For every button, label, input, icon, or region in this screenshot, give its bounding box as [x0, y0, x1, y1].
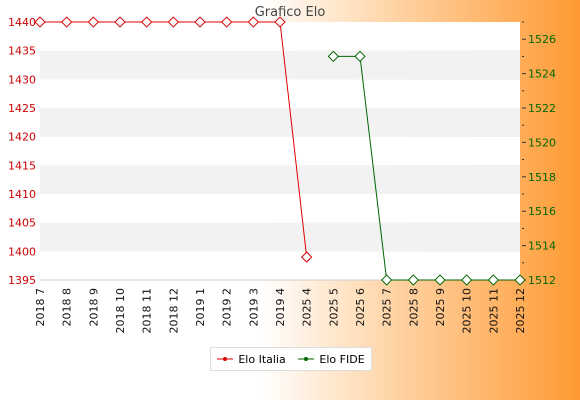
data-point-elo-italia [194, 16, 206, 28]
right-tick-label: 1512 [528, 274, 556, 287]
grid-band [40, 136, 520, 166]
left-tick-label: 1420 [8, 131, 36, 144]
data-point-elo-fide [381, 274, 393, 286]
right-tick-label: 1518 [528, 171, 556, 184]
right-tick-label: 1516 [528, 205, 556, 218]
grid-band [40, 79, 520, 108]
data-point-elo-italia [141, 16, 153, 28]
x-tick-label: 2018 12 [167, 288, 180, 334]
x-tick-label: 2025 9 [434, 288, 447, 327]
grid-band [40, 251, 520, 280]
data-point-elo-fide [487, 274, 499, 286]
x-tick-label: 2019 2 [221, 288, 234, 327]
data-point-elo-fide [461, 274, 473, 286]
x-tick-label: 2025 8 [407, 288, 420, 327]
legend-item-elo-italia: Elo Italia [217, 352, 286, 366]
data-point-elo-italia [87, 16, 99, 28]
data-point-elo-fide [327, 50, 339, 63]
right-tick-label: 1522 [528, 102, 556, 115]
right-tick-label: 1524 [528, 68, 556, 81]
left-tick-label: 1440 [8, 16, 36, 29]
legend-item-elo-fide: Elo FIDE [298, 352, 365, 366]
x-axis: 2018 7 2018 8 2018 9 2018 10 2018 11 2018 12 2… [34, 288, 527, 334]
x-tick-label: 2025 5 [327, 288, 340, 327]
x-tick-label: 2018 11 [141, 288, 154, 334]
x-tick-label: 2018 8 [61, 288, 74, 327]
x-tick-label: 2019 3 [247, 288, 260, 327]
data-point-elo-italia [167, 16, 179, 28]
right-tick-label: 1520 [528, 136, 556, 149]
legend-swatch-elo-fide [298, 357, 315, 361]
left-tick-label: 1395 [8, 274, 36, 287]
x-tick-label: 2019 4 [274, 288, 287, 327]
x-tick-label: 2025 6 [354, 288, 367, 327]
left-tick-label: 1415 [8, 159, 36, 172]
x-tick-label: 2018 9 [87, 288, 100, 327]
left-tick-label: 1410 [8, 188, 36, 201]
data-point-elo-fide [407, 274, 419, 286]
x-tick-label: 2025 10 [461, 288, 474, 334]
grid-band [40, 222, 520, 252]
data-point-elo-fide [354, 50, 366, 63]
x-tick-label: 2018 10 [114, 288, 127, 334]
data-point-elo-italia [114, 16, 126, 28]
grid-band [40, 165, 520, 194]
grid-band [40, 194, 520, 223]
right-tick-label: 1514 [528, 240, 556, 253]
legend-label-elo-fide: Elo FIDE [319, 352, 365, 366]
x-tick-label: 2025 11 [487, 288, 500, 334]
x-tick-label: 2019 1 [194, 288, 207, 327]
left-tick-label: 1425 [8, 102, 36, 115]
data-point-elo-fide [514, 274, 526, 286]
data-point-elo-italia [221, 16, 233, 28]
left-tick-label: 1435 [8, 45, 36, 58]
data-point-elo-italia [301, 251, 313, 263]
data-point-elo-italia [247, 16, 259, 28]
x-tick-label: 2025 4 [301, 288, 314, 327]
x-tick-label: 2018 7 [34, 288, 47, 327]
series-points [34, 16, 526, 286]
data-point-elo-italia [61, 16, 73, 28]
grid-band [40, 108, 520, 137]
left-tick-label: 1430 [8, 73, 36, 86]
grid-band [40, 50, 520, 80]
data-point-elo-italia [274, 16, 286, 28]
chart-title: Grafico Elo [255, 5, 326, 20]
data-point-elo-italia [34, 16, 46, 28]
legend: Elo Italia Elo FIDE [210, 347, 372, 371]
right-tick-label: 1526 [528, 33, 556, 46]
right-axis: 1512 1514 1516 1518 1520 1522 1524 1526 [522, 21, 556, 287]
data-point-elo-fide [434, 274, 446, 286]
plot-background [40, 22, 520, 281]
left-tick-label: 1400 [8, 245, 36, 258]
left-axis: 1395 1400 1405 1410 1415 1420 1425 1430 1435 1440 [8, 16, 36, 287]
x-tick-label: 2025 7 [381, 288, 394, 327]
legend-swatch-elo-italia [217, 357, 234, 361]
legend-label-elo-italia: Elo Italia [238, 352, 286, 366]
x-tick-label: 2025 12 [514, 288, 527, 334]
left-tick-label: 1405 [8, 217, 36, 230]
